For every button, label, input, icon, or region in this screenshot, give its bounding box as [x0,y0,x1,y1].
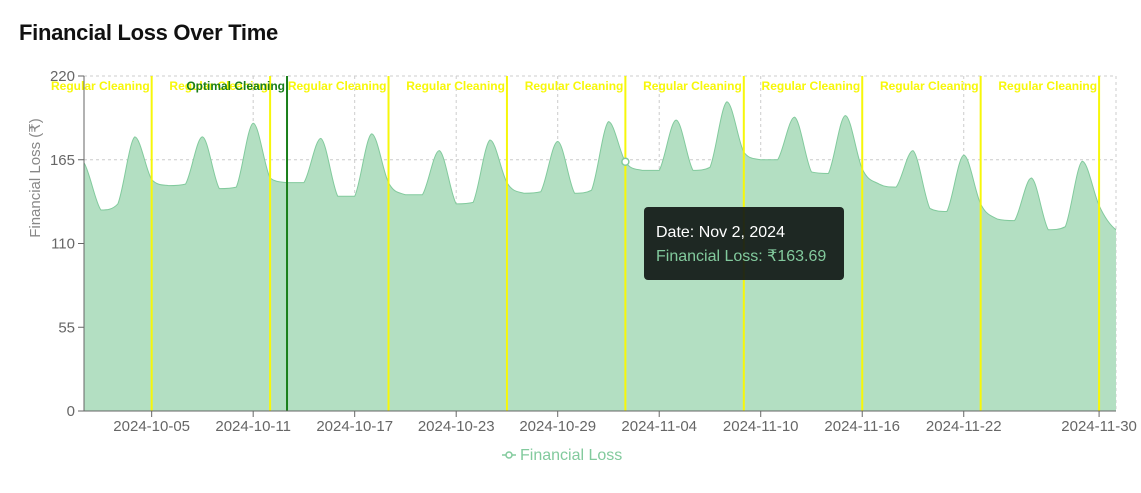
x-tick-label: 2024-10-11 [215,418,291,435]
area-series[interactable] [83,101,1117,412]
legend-label: Financial Loss [520,447,622,464]
x-tick-label: 2024-10-05 [113,418,190,435]
regular-cleaning-label: Regular Cleaning [880,79,979,93]
x-tick-label: 2024-11-22 [926,418,1002,435]
x-tick-label: 2024-11-10 [723,418,799,435]
x-tick-label: 2024-10-23 [418,418,495,435]
tooltip-date: Date: Nov 2, 2024 [656,224,785,241]
regular-cleaning-label: Regular Cleaning [406,79,505,93]
optimal-cleaning-label: Optimal Cleaning [186,79,285,93]
y-tick-label: 55 [58,319,75,336]
cleaning-events: Regular Cleaning Regular CleaningOptimal … [51,76,1101,411]
x-tick-label: 2024-11-16 [824,418,900,435]
y-axis-title: Financial Loss (₹) [27,118,44,238]
regular-cleaning-label: Regular Cleaning [288,79,387,93]
y-tick-label: 110 [51,236,75,253]
regular-cleaning-label: Regular Cleaning [51,79,150,93]
active-point [621,157,630,166]
x-tick-label: 2024-10-29 [519,418,596,435]
regular-cleaning-label: Regular Cleaning [643,79,742,93]
x-tick-label: 2024-11-30 [1061,418,1137,435]
legend[interactable]: Financial Loss [502,447,622,464]
tooltip: Date: Nov 2, 2024 Financial Loss: ₹163.6… [644,207,844,280]
tick-labels: 0 55 110 165 220 2024-10-05 2024-10-11 2024-10-… [50,68,1137,435]
active-point-dot [621,157,630,166]
y-tick-label: 165 [50,152,75,169]
chart-title: Financial Loss Over Time [19,20,278,45]
axes [78,75,1116,417]
regular-cleaning-label: Regular Cleaning [998,79,1097,93]
y-tick-label: 0 [67,403,75,420]
x-tick-label: 2024-11-04 [621,418,697,435]
area-fill [84,101,1116,412]
y-tick-label: 220 [50,68,75,85]
x-tick-label: 2024-10-17 [316,418,393,435]
regular-cleaning-label: Regular Cleaning [762,79,861,93]
regular-cleaning-label: Regular Cleaning [525,79,624,93]
regular-cleaning-label: Regular Cleaning [169,79,268,93]
tooltip-value: Financial Loss: ₹163.69 [656,248,827,265]
area-line [83,101,1117,231]
legend-dot-icon [505,451,513,459]
